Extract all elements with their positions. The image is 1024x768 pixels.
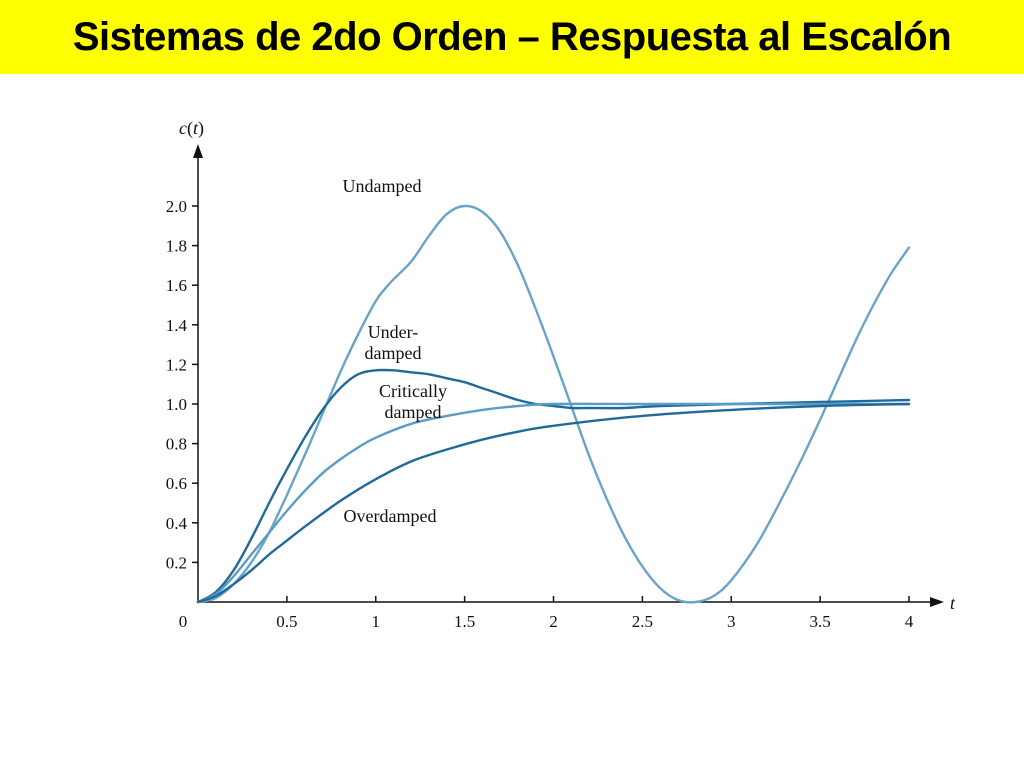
series-line-overdamped [196,402,911,604]
x-tick-label: 2 [549,612,558,631]
curve-label-critically-damped: Critically [379,381,447,401]
x-tick-label: 3 [727,612,736,631]
series-line-critically-damped [196,402,911,604]
x-tick-label: 1.5 [454,612,475,631]
curve-label-underdamped: Under- [368,322,419,342]
x-axis-label: t [950,593,956,613]
y-tick-label: 2.0 [166,197,187,216]
y-tick-label: 1.8 [166,237,187,256]
series-group [196,204,911,604]
ticks-group: 0.2 0.4 0.6 0.8 1.0 1.2 1.4 1.6 1.8 2.0 0 0.5 1 1.5 2 2… [166,197,914,631]
slide-title: Sistemas de 2do Orden – Respuesta al Esc… [72,15,952,59]
curve-label-overdamped: Overdamped [344,506,437,526]
x-axis-arrowhead [930,597,944,607]
y-tick-label: 0.8 [166,435,187,454]
x-tick-label: 4 [905,612,914,631]
title-bar [0,0,1024,74]
x-tick-label: 3.5 [810,612,831,631]
curve-label-underdamped: damped [365,343,422,363]
y-tick-label: 1.6 [166,276,187,295]
curve-label-undamped: Undamped [343,176,422,196]
x-tick-label: 1 [372,612,381,631]
x-tick-label: 2.5 [632,612,653,631]
curve-label-critically-damped: damped [385,402,442,422]
series-line-undamped [196,204,911,604]
x-tick-label: 0.5 [276,612,297,631]
y-tick-label: 0.6 [166,474,187,493]
y-tick-label: 0.4 [166,514,188,533]
y-axis-label: c(t) [179,118,204,139]
y-tick-label: 1.0 [166,395,187,414]
y-tick-label: 1.2 [166,355,187,374]
y-axis-arrowhead [193,144,203,158]
series-line-underdamped [196,368,911,604]
y-tick-label: 0.2 [166,553,187,572]
curve-labels-group: UndampedUnder-dampedCriticallydampedOver… [343,176,447,526]
axes-group: c(t) t [179,118,956,613]
y-tick-label: 1.4 [166,316,188,335]
x-tick-label: 0 [179,612,188,631]
